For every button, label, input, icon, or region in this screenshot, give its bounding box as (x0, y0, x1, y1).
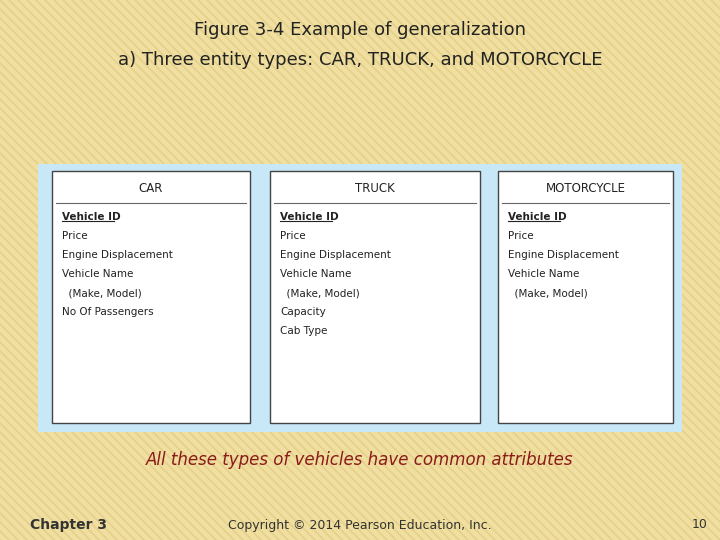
Text: Vehicle Name: Vehicle Name (62, 269, 133, 279)
Text: Price: Price (280, 231, 305, 241)
Text: Vehicle Name: Vehicle Name (508, 269, 580, 279)
Text: Figure 3-4 Example of generalization: Figure 3-4 Example of generalization (194, 21, 526, 39)
Text: Cab Type: Cab Type (280, 326, 328, 336)
Text: Vehicle Name: Vehicle Name (280, 269, 351, 279)
Text: Vehicle ID: Vehicle ID (508, 212, 567, 222)
Text: Engine Displacement: Engine Displacement (508, 250, 619, 260)
Text: Price: Price (62, 231, 88, 241)
Text: (Make, Model): (Make, Model) (280, 288, 360, 298)
FancyBboxPatch shape (270, 171, 480, 423)
Text: Engine Displacement: Engine Displacement (62, 250, 173, 260)
Text: Vehicle ID: Vehicle ID (62, 212, 121, 222)
Text: Capacity: Capacity (280, 307, 325, 317)
Text: No Of Passengers: No Of Passengers (62, 307, 153, 317)
Text: Vehicle ID: Vehicle ID (280, 212, 338, 222)
Text: Copyright © 2014 Pearson Education, Inc.: Copyright © 2014 Pearson Education, Inc. (228, 518, 492, 531)
Text: CAR: CAR (139, 183, 163, 195)
Text: 10: 10 (692, 518, 708, 531)
Text: MOTORCYCLE: MOTORCYCLE (546, 183, 626, 195)
Text: Price: Price (508, 231, 534, 241)
Text: a) Three entity types: CAR, TRUCK, and MOTORCYCLE: a) Three entity types: CAR, TRUCK, and M… (118, 51, 602, 69)
Text: (Make, Model): (Make, Model) (508, 288, 588, 298)
FancyBboxPatch shape (498, 171, 673, 423)
Text: (Make, Model): (Make, Model) (62, 288, 142, 298)
Text: Engine Displacement: Engine Displacement (280, 250, 391, 260)
FancyBboxPatch shape (38, 164, 682, 432)
Text: Chapter 3: Chapter 3 (30, 518, 107, 532)
Text: All these types of vehicles have common attributes: All these types of vehicles have common … (146, 451, 574, 469)
Text: TRUCK: TRUCK (355, 183, 395, 195)
FancyBboxPatch shape (52, 171, 250, 423)
